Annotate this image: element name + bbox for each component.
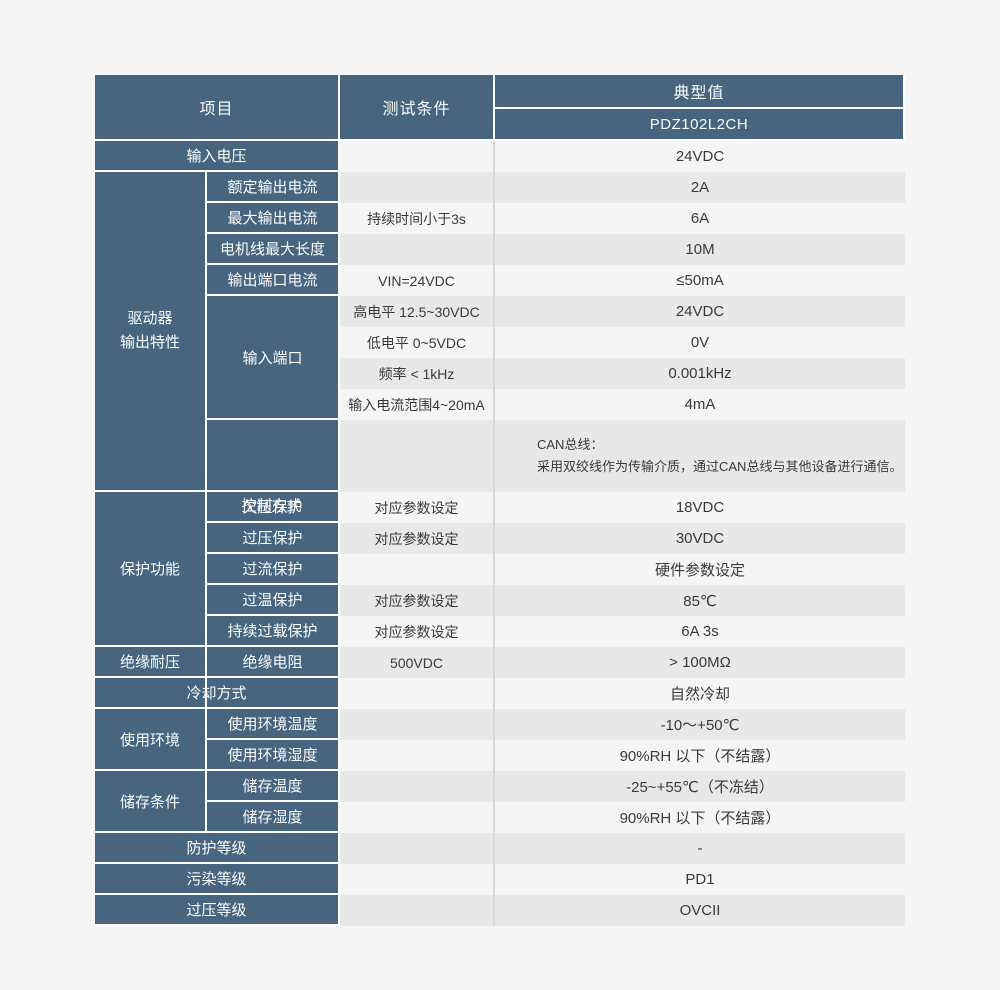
group-operating-environment: 使用环境 [95,709,207,771]
row-label-protection-rating: 防护等级 [95,833,340,864]
cond-cell: 持续时间小于3s [340,203,495,234]
cond-cell [340,234,495,265]
value-cell: > 100MΩ [495,647,905,678]
control-mode-overlay-text: 控制方式 [241,497,302,514]
cond-cell [340,802,495,833]
value-cell: 0V [495,327,905,358]
row-label-can-bus-empty [207,420,340,492]
row-label-insulation-resistance: 绝缘电阻 [207,647,340,678]
value-cell: 18VDC [495,492,905,523]
cond-cell: 输入电流范围4~20mA [340,389,495,420]
cond-cell [340,678,495,709]
value-cell: PD1 [495,864,905,895]
cond-cell [340,420,495,492]
row-label-cooling-method: 冷却方式 [95,678,340,709]
value-cell: 硬件参数设定 [495,554,905,585]
value-cell: 6A [495,203,905,234]
cond-cell: 对应参数设定 [340,492,495,523]
value-cell: 0.001kHz [495,358,905,389]
row-label-input-voltage: 输入电压 [95,141,340,172]
cond-cell [340,141,495,172]
cond-cell: 高电平 12.5~30VDC [340,296,495,327]
cond-cell: 对应参数设定 [340,585,495,616]
cond-cell: 对应参数设定 [340,523,495,554]
cond-cell: 对应参数设定 [340,616,495,647]
header-item: 项目 [95,75,340,141]
value-cell: 30VDC [495,523,905,554]
cond-cell: VIN=24VDC [340,265,495,296]
value-cell: 4mA [495,389,905,420]
value-cell: 10M [495,234,905,265]
cond-cell [340,172,495,203]
row-label-pollution-degree: 污染等级 [95,864,340,895]
row-label-max-motor-cable-length: 电机线最大长度 [207,234,340,265]
cond-cell [340,709,495,740]
group-storage-conditions: 储存条件 [95,771,207,833]
value-cell: 24VDC [495,141,905,172]
header-typical-value: 典型值 [495,75,905,109]
row-label-max-output-current: 最大输出电流 [207,203,340,234]
group-protection: 保护功能 [95,492,207,647]
row-label-storage-humidity: 储存湿度 [207,802,340,833]
value-cell: 24VDC [495,296,905,327]
row-label-rated-output-current: 额定输出电流 [207,172,340,203]
cond-cell [340,864,495,895]
cond-cell: 500VDC [340,647,495,678]
value-cell: 85℃ [495,585,905,616]
value-cell: ≤50mA [495,265,905,296]
row-label-continuous-overload-protection: 持续过载保护 [207,616,340,647]
cond-cell [340,833,495,864]
value-cell: -10～+50℃ [495,709,905,740]
cond-cell: 频率 < 1kHz [340,358,495,389]
value-cell-can-bus: CAN总线： 采用双绞线作为传输介质，通过CAN总线与其他设备进行通信。 [495,420,905,492]
value-cell: -25~+55℃（不冻结） [495,771,905,802]
value-cell: - [495,833,905,864]
row-label-overvoltage-category: 过压等级 [95,895,340,926]
row-label-overcurrent-protection: 过流保护 [207,554,340,585]
group-insulation-withstand: 绝缘耐压 [95,647,207,678]
row-label-operating-humidity: 使用环境湿度 [207,740,340,771]
group-driver-output: 驱动器 输出特性 [95,172,207,492]
undervoltage-protection-text: 欠压保护 [242,499,303,516]
value-cell: 90%RH 以下（不结露） [495,802,905,833]
value-cell: 2A [495,172,905,203]
group-input-port: 输入端口 [207,296,340,420]
spec-table: 项目 测试条件 典型值 PDZ102L2CH 输入电压 驱动器 输出特性 额定输… [95,75,905,926]
row-label-undervoltage-protection: 欠压保护 控制方式 [207,492,340,523]
cond-cell [340,554,495,585]
row-label-output-port-current: 输出端口电流 [207,265,340,296]
row-label-overtemperature-protection: 过温保护 [207,585,340,616]
value-cell: 自然冷却 [495,678,905,709]
value-cell: 6A 3s [495,616,905,647]
row-label-operating-temperature: 使用环境温度 [207,709,340,740]
cond-cell: 低电平 0~5VDC [340,327,495,358]
header-test-condition: 测试条件 [340,75,495,141]
cond-cell [340,771,495,802]
cond-cell [340,740,495,771]
value-cell: 90%RH 以下（不结露） [495,740,905,771]
row-label-storage-temperature: 储存温度 [207,771,340,802]
value-cell: OVCII [495,895,905,926]
row-label-overvoltage-protection: 过压保护 [207,523,340,554]
cond-cell [340,895,495,926]
header-model: PDZ102L2CH [495,109,905,141]
